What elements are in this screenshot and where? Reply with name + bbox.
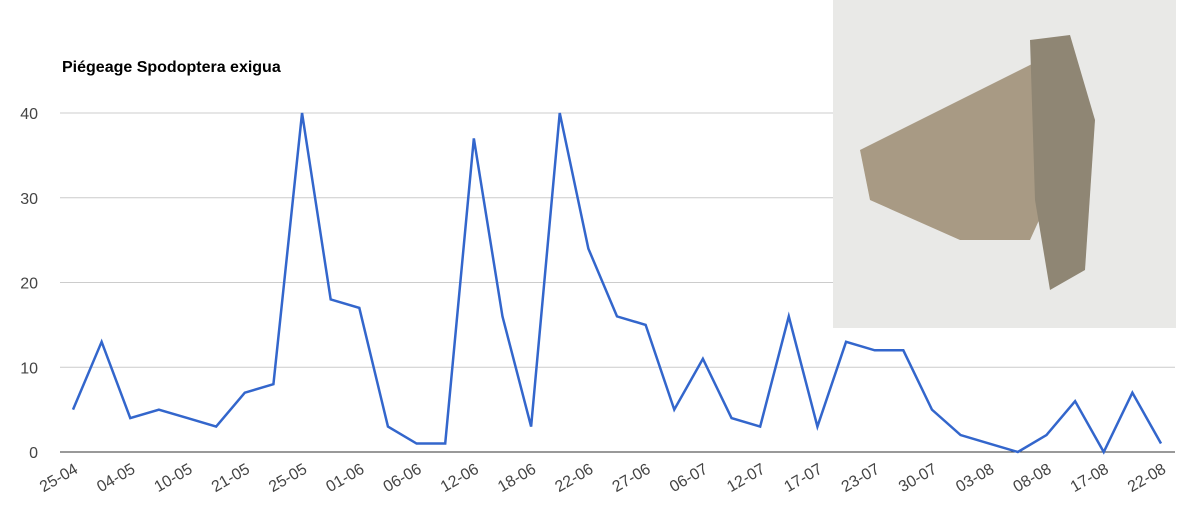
x-tick-label: 06-07 bbox=[667, 461, 711, 496]
x-tick-label: 25-05 bbox=[266, 461, 310, 496]
x-tick-label: 12-07 bbox=[724, 461, 768, 496]
x-tick-label: 03-08 bbox=[953, 461, 997, 496]
x-tick-label: 17-07 bbox=[781, 461, 825, 496]
x-tick-label: 04-05 bbox=[94, 461, 138, 496]
x-tick-label: 06-06 bbox=[381, 461, 425, 496]
x-tick-label: 30-07 bbox=[896, 461, 940, 496]
chart: Piégeage Spodoptera exigua 0 10 20 30 40 25-0… bbox=[0, 0, 1188, 517]
y-tick-label: 30 bbox=[20, 191, 38, 208]
x-tick-label: 22-08 bbox=[1125, 461, 1169, 496]
x-tick-label: 21-05 bbox=[209, 461, 253, 496]
y-tick-label: 10 bbox=[20, 360, 38, 377]
x-tick-label: 12-06 bbox=[438, 461, 482, 496]
y-tick-label: 20 bbox=[20, 276, 38, 293]
x-tick-label: 27-06 bbox=[610, 461, 654, 496]
photo bbox=[833, 0, 1176, 328]
chart-title: Piégeage Spodoptera exigua bbox=[62, 59, 281, 76]
x-tick-label: 17-08 bbox=[1068, 461, 1112, 496]
y-tick-label: 40 bbox=[20, 106, 38, 123]
x-tick-label: 25-04 bbox=[37, 461, 81, 496]
y-tick-label: 0 bbox=[29, 445, 38, 462]
x-tick-label: 22-06 bbox=[552, 461, 596, 496]
x-tick-label: 01-06 bbox=[323, 461, 367, 496]
x-tick-label: 18-06 bbox=[495, 461, 539, 496]
x-tick-label: 23-07 bbox=[839, 461, 883, 496]
x-tick-label: 10-05 bbox=[152, 461, 196, 496]
x-tick-label: 08-08 bbox=[1011, 461, 1055, 496]
